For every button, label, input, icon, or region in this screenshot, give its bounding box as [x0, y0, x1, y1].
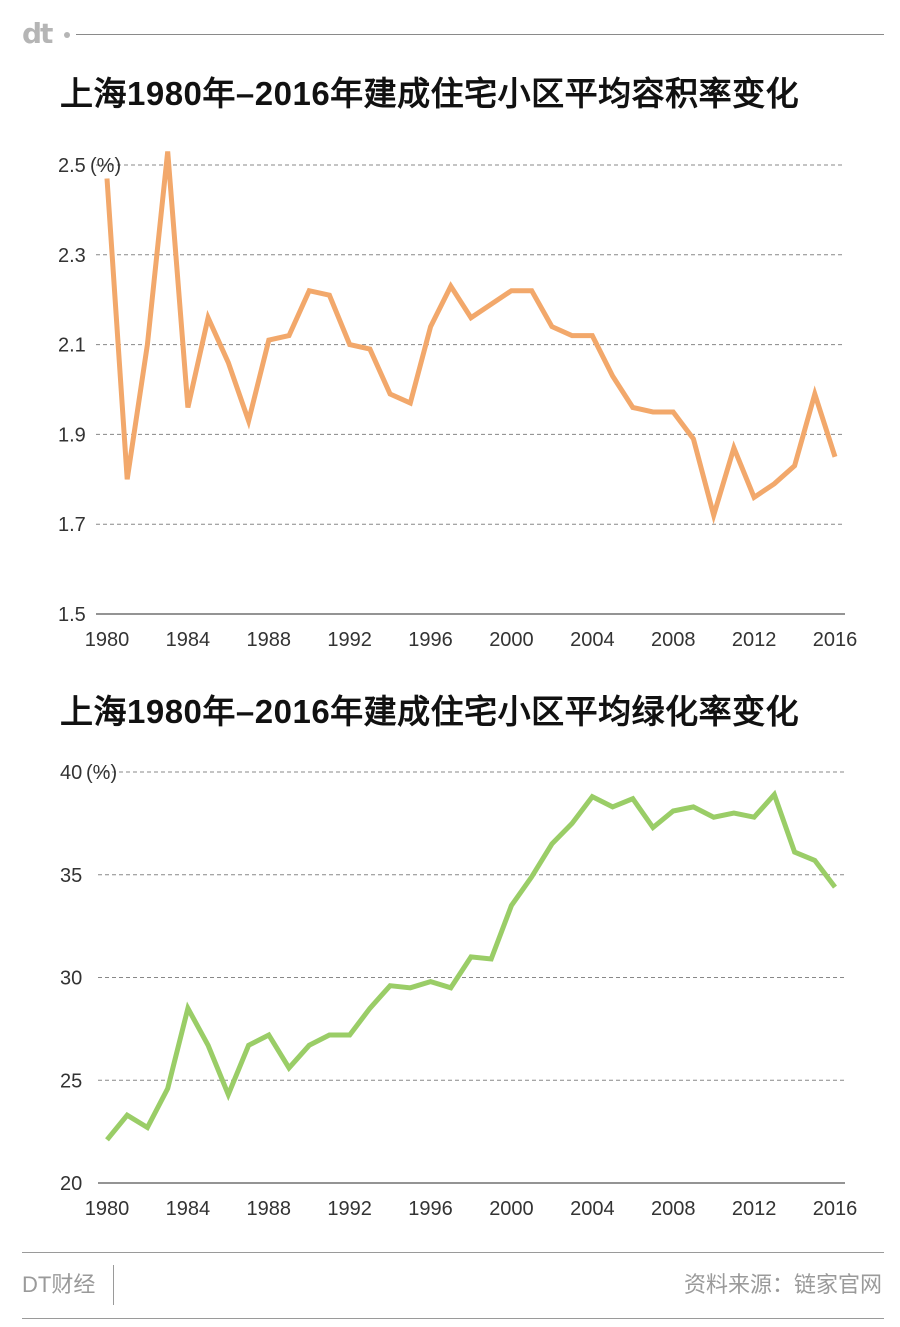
x-tick-label: 1992	[327, 1198, 372, 1220]
x-tick-label: 1984	[166, 1198, 211, 1220]
y-unit-label: (%)	[90, 155, 121, 177]
x-tick-label: 1980	[85, 1198, 130, 1220]
y-tick-label: 2.1	[58, 335, 86, 357]
y-tick-label: 1.9	[58, 424, 86, 446]
x-tick-label: 1988	[247, 1198, 292, 1220]
footer-brand: DT财经	[22, 1272, 96, 1297]
x-tick-label: 1996	[408, 629, 453, 651]
green-rate-chart: 20 25 30 35 40 (%) 1980 1984 1988 1992 1996 2000 200…	[60, 762, 858, 1220]
chart-title-green-rate: 上海1980年–2016年建成住宅小区平均绿化率变化	[60, 693, 800, 730]
x-tick-label: 1996	[408, 1198, 453, 1220]
x-tick-label: 2016	[813, 629, 858, 651]
series-line	[104, 151, 838, 525]
footer-source: 资料来源：链家官网	[683, 1272, 882, 1297]
y-tick-label: 25	[60, 1070, 82, 1092]
dt-logo: dt	[22, 17, 53, 50]
y-tick-label: 40	[60, 762, 82, 784]
x-tick-label: 1984	[166, 629, 211, 651]
footer-bottom-divider	[22, 1318, 884, 1319]
y-tick-label: 2.3	[58, 245, 86, 267]
footer-separator	[113, 1265, 114, 1305]
y-tick-label: 35	[60, 865, 82, 887]
x-tick-label: 1980	[85, 629, 130, 651]
y-tick-label: 1.5	[58, 604, 86, 626]
top-bar: dt	[22, 18, 884, 50]
x-tick-label: 2000	[489, 1198, 534, 1220]
footer-top-divider	[22, 1252, 884, 1253]
x-tick-label: 2008	[651, 1198, 696, 1220]
x-tick-label: 2016	[813, 1198, 858, 1220]
x-tick-label: 2008	[651, 629, 696, 651]
y-tick-label: 2.5	[58, 155, 86, 177]
x-tick-label: 1992	[327, 629, 372, 651]
chart-title-plot-ratio: 上海1980年–2016年建成住宅小区平均容积率变化	[60, 75, 800, 112]
top-divider	[76, 34, 884, 35]
y-tick-label: 30	[60, 968, 82, 990]
x-tick-label: 2000	[489, 629, 534, 651]
logo-dot	[64, 32, 70, 38]
x-tick-label: 2004	[570, 1198, 615, 1220]
series-line	[105, 789, 837, 1142]
y-tick-label: 20	[60, 1173, 82, 1195]
x-tick-label: 1988	[247, 629, 292, 651]
y-tick-label: 1.7	[58, 514, 86, 536]
plot-ratio-chart: 1.5 1.7 1.9 2.1 2.3 2.5 (%) 1980 1984 1988 1992 199…	[58, 151, 858, 651]
y-unit-label: (%)	[86, 762, 117, 784]
x-tick-label: 2004	[570, 629, 615, 651]
x-tick-label: 2012	[732, 1198, 777, 1220]
x-tick-label: 2012	[732, 629, 777, 651]
